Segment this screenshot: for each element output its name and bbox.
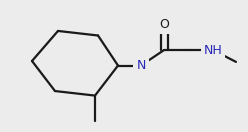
Text: N: N — [136, 59, 146, 72]
Text: NH: NH — [204, 44, 222, 57]
Text: N: N — [136, 59, 146, 72]
Text: O: O — [159, 18, 169, 31]
Text: O: O — [159, 18, 169, 31]
Text: NH: NH — [204, 44, 222, 57]
